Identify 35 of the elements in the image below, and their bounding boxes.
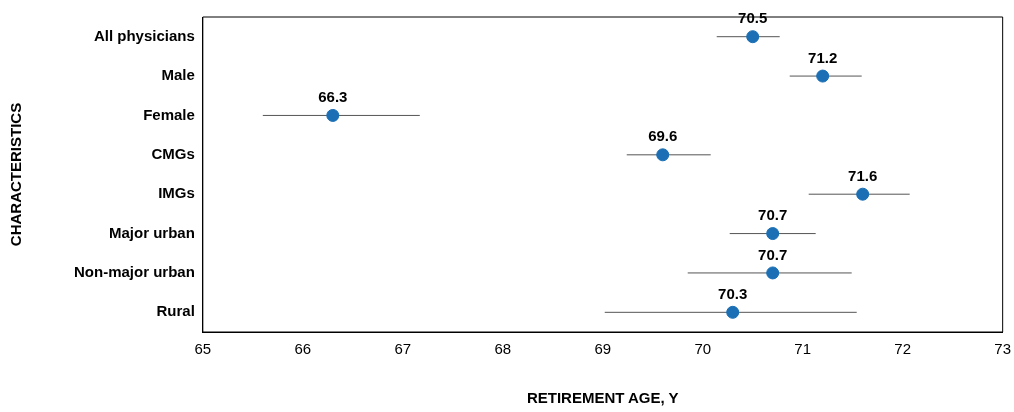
point <box>766 227 780 241</box>
data-label: 70.7 <box>758 206 788 224</box>
y-tick-label: Male <box>161 66 195 84</box>
y-tick-label: Major urban <box>108 223 195 241</box>
x-tick-label: 70 <box>694 340 712 358</box>
x-tick-label: 73 <box>994 340 1011 358</box>
x-tick-label: 69 <box>594 340 612 358</box>
data-label: 66.3 <box>318 88 348 106</box>
point <box>326 108 340 122</box>
x-tick-label: 65 <box>194 340 212 358</box>
x-tick-label: 66 <box>294 340 312 358</box>
y-tick-label: IMGs <box>158 184 195 202</box>
data-label: 71.2 <box>808 48 838 66</box>
data-label: 71.6 <box>848 166 878 184</box>
x-axis-title: RETIREMENT AGE, Y <box>526 389 679 407</box>
point <box>656 148 670 162</box>
point <box>816 69 830 83</box>
point <box>766 266 780 280</box>
data-label: 70.5 <box>738 9 768 27</box>
data-label: 70.3 <box>718 284 748 302</box>
y-tick-label: CMGs <box>151 144 195 162</box>
data-label: 69.6 <box>648 127 678 145</box>
x-tick-label: 72 <box>894 340 912 358</box>
y-tick-label: Female <box>143 105 195 123</box>
data-label: 70.7 <box>758 245 788 263</box>
y-tick-label: All physicians <box>93 26 195 44</box>
x-tick-label: 68 <box>494 340 512 358</box>
point <box>746 30 760 44</box>
point <box>726 305 740 319</box>
x-tick-label: 67 <box>394 340 412 358</box>
y-tick-label: Non-major urban <box>73 263 195 281</box>
x-tick-label: 71 <box>794 340 812 358</box>
y-axis-title: CHARACTERISTICS <box>7 102 25 247</box>
y-tick-label: Rural <box>156 302 195 320</box>
point <box>856 187 870 201</box>
